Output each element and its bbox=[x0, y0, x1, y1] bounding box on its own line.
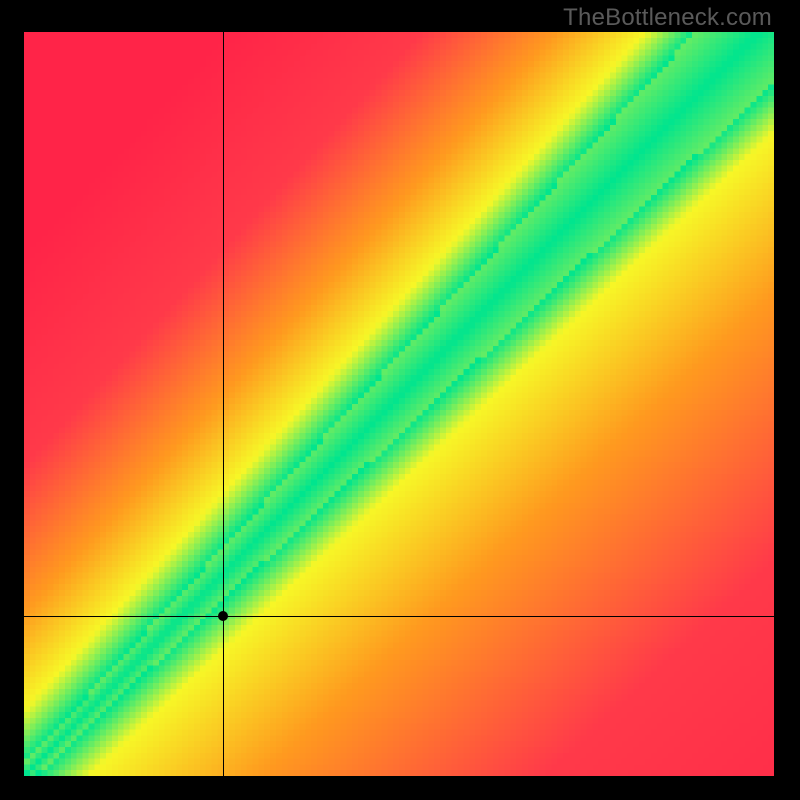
bottleneck-heatmap-canvas bbox=[24, 32, 774, 776]
selected-point-marker bbox=[218, 611, 228, 621]
crosshair-horizontal-line bbox=[24, 616, 774, 617]
watermark-text: TheBottleneck.com bbox=[563, 4, 772, 32]
heatmap-plot-area bbox=[24, 32, 774, 776]
crosshair-vertical-line bbox=[223, 32, 224, 776]
